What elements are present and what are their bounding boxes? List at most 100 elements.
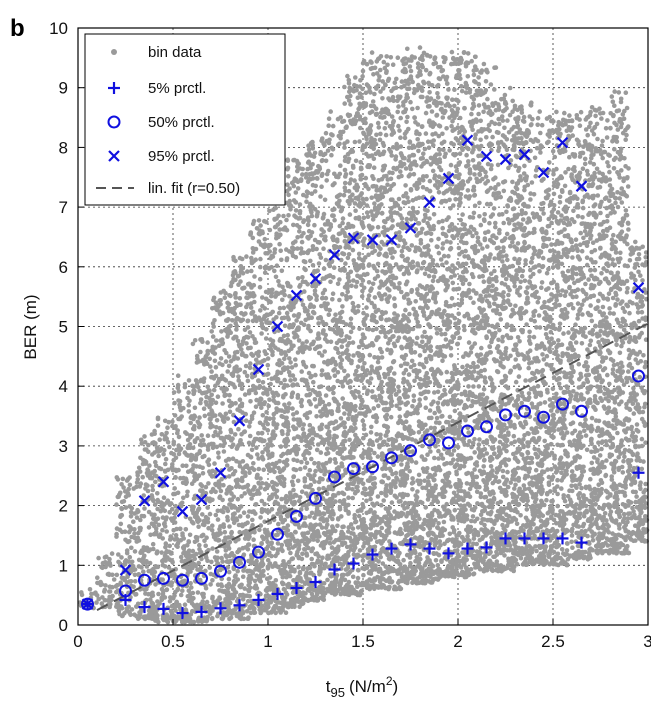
bin-point bbox=[242, 470, 248, 475]
bin-point bbox=[174, 536, 180, 542]
bin-point bbox=[259, 431, 265, 436]
bin-point bbox=[297, 209, 303, 214]
bin-point bbox=[233, 539, 238, 544]
bin-point bbox=[269, 507, 275, 512]
bin-point bbox=[247, 585, 253, 591]
bin-point bbox=[119, 555, 124, 560]
bin-point bbox=[381, 473, 387, 479]
bin-point bbox=[342, 577, 348, 583]
bin-point bbox=[376, 403, 381, 409]
bin-point bbox=[129, 607, 135, 612]
bin-point bbox=[309, 456, 314, 462]
bin-point bbox=[284, 532, 290, 538]
bin-point bbox=[230, 280, 235, 285]
bin-point bbox=[343, 172, 349, 177]
bin-point bbox=[251, 467, 257, 473]
bin-point bbox=[173, 608, 178, 613]
bin-point bbox=[132, 579, 138, 584]
bin-point bbox=[138, 517, 143, 523]
bin-point bbox=[256, 218, 262, 223]
bin-point bbox=[371, 510, 377, 516]
bin-point bbox=[346, 77, 352, 83]
bin-point bbox=[289, 448, 295, 453]
bin-point bbox=[374, 539, 380, 545]
bin-point bbox=[258, 515, 263, 520]
bin-point bbox=[305, 222, 311, 228]
bin-point bbox=[281, 422, 286, 428]
bin-point bbox=[380, 168, 386, 173]
bin-point bbox=[330, 133, 335, 138]
bin-point bbox=[337, 231, 343, 236]
bin-point bbox=[327, 501, 333, 507]
bin-point bbox=[201, 406, 207, 412]
bin-point bbox=[214, 558, 219, 563]
bin-point bbox=[330, 516, 335, 522]
bin-point bbox=[374, 319, 379, 325]
bin-point bbox=[213, 469, 218, 475]
bin-point bbox=[369, 286, 374, 291]
bin-point bbox=[315, 336, 320, 341]
bin-point bbox=[371, 165, 377, 170]
bin-point bbox=[312, 189, 318, 194]
bin-point bbox=[337, 581, 343, 586]
bin-point bbox=[371, 72, 376, 77]
bin-point bbox=[367, 408, 372, 414]
bin-point bbox=[295, 161, 301, 166]
bin-point bbox=[213, 429, 218, 435]
bin-point bbox=[363, 486, 368, 492]
bin-point bbox=[370, 583, 376, 589]
bin-point bbox=[326, 588, 332, 594]
bin-point bbox=[230, 318, 235, 323]
bin-point bbox=[275, 551, 280, 556]
bin-point bbox=[316, 390, 322, 396]
bin-point bbox=[350, 325, 356, 331]
bin-point bbox=[213, 489, 218, 495]
bin-point bbox=[139, 441, 144, 446]
bin-point bbox=[278, 248, 284, 254]
bin-point bbox=[372, 137, 378, 143]
bin-point bbox=[246, 440, 252, 446]
bin-point bbox=[192, 405, 198, 411]
bin-point bbox=[288, 204, 294, 209]
bin-point bbox=[341, 524, 346, 529]
bin-point bbox=[181, 578, 187, 584]
bin-point bbox=[370, 281, 376, 287]
bin-point bbox=[120, 476, 126, 482]
bin-point bbox=[217, 494, 223, 499]
bin-point bbox=[374, 326, 379, 332]
bin-point bbox=[215, 432, 221, 438]
bin-point bbox=[210, 523, 215, 528]
bin-point bbox=[368, 496, 373, 502]
bin-point bbox=[236, 282, 241, 288]
bin-point bbox=[279, 257, 284, 263]
bin-point bbox=[316, 331, 321, 336]
bin-point bbox=[220, 509, 226, 515]
bin-point bbox=[181, 550, 186, 556]
bin-point bbox=[178, 475, 183, 481]
bin-point bbox=[306, 294, 312, 300]
bin-point bbox=[237, 397, 243, 403]
bin-point bbox=[172, 593, 177, 598]
bin-point bbox=[203, 543, 208, 548]
bin-point bbox=[240, 410, 245, 415]
bin-point bbox=[375, 494, 381, 499]
bin-point bbox=[340, 216, 346, 221]
bin-point bbox=[318, 194, 323, 199]
bin-point bbox=[374, 432, 379, 437]
bin-point bbox=[317, 476, 323, 481]
bin-point bbox=[222, 529, 228, 535]
bin-point bbox=[358, 176, 364, 182]
bin-point bbox=[128, 579, 134, 584]
bin-point bbox=[364, 313, 370, 318]
bin-point bbox=[360, 582, 366, 588]
bin-point bbox=[192, 338, 198, 343]
bin-point bbox=[385, 347, 390, 353]
bin-point bbox=[231, 382, 236, 387]
bin-point bbox=[309, 171, 315, 176]
bin-point bbox=[300, 426, 306, 432]
bin-point bbox=[281, 288, 287, 294]
bin-point bbox=[188, 420, 193, 426]
bin-point bbox=[231, 578, 237, 584]
bin-point bbox=[242, 484, 248, 490]
bin-point bbox=[263, 336, 269, 341]
